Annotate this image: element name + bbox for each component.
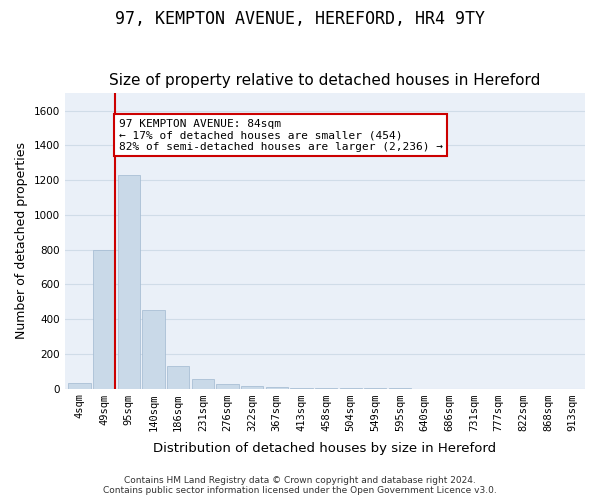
Y-axis label: Number of detached properties: Number of detached properties [15,142,28,340]
Text: Contains HM Land Registry data © Crown copyright and database right 2024.
Contai: Contains HM Land Registry data © Crown c… [103,476,497,495]
Bar [93,250,115,388]
X-axis label: Distribution of detached houses by size in Hereford: Distribution of detached houses by size … [153,442,496,455]
Text: 97 KEMPTON AVENUE: 84sqm
← 17% of detached houses are smaller (454)
82% of semi-: 97 KEMPTON AVENUE: 84sqm ← 17% of detach… [119,118,443,152]
Bar [142,310,164,388]
Title: Size of property relative to detached houses in Hereford: Size of property relative to detached ho… [109,73,541,88]
Bar [217,384,239,388]
Bar [266,387,288,388]
Bar [167,366,189,388]
Bar [68,384,91,388]
Bar [118,175,140,388]
Bar [241,386,263,388]
Bar [191,379,214,388]
Text: 97, KEMPTON AVENUE, HEREFORD, HR4 9TY: 97, KEMPTON AVENUE, HEREFORD, HR4 9TY [115,10,485,28]
